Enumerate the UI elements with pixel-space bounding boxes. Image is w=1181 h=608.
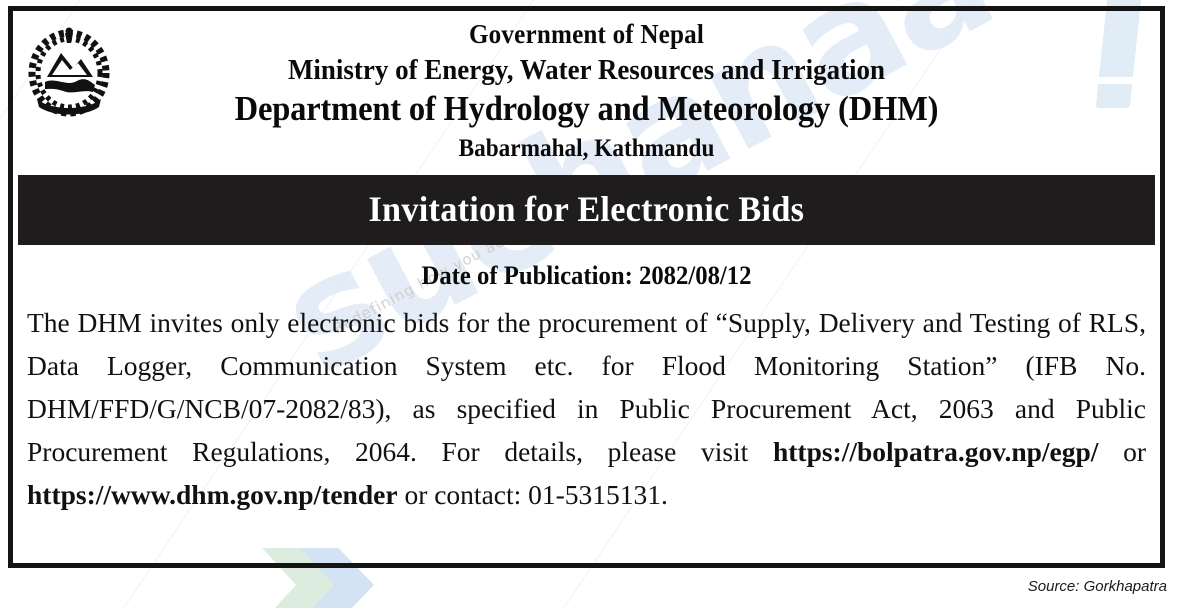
government-line: Government of Nepal bbox=[468, 19, 705, 49]
tender-notice-box: Government of Nepal Ministry of Energy, … bbox=[8, 6, 1165, 568]
notice-conjunction: or bbox=[1098, 436, 1146, 468]
address-line: Babarmahal, Kathmandu bbox=[458, 134, 715, 162]
publication-date: Date of Publication: 2082/08/12 bbox=[421, 261, 752, 291]
banner-title: Invitation for Electronic Bids bbox=[368, 189, 805, 230]
notice-body-paragraph: The DHM invites only electronic bids for… bbox=[27, 301, 1146, 516]
ministry-line: Ministry of Energy, Water Resources and … bbox=[287, 53, 886, 86]
department-line: Department of Hydrology and Meteorology … bbox=[234, 88, 939, 128]
notice-header: Government of Nepal Ministry of Energy, … bbox=[13, 11, 1160, 169]
nepal-emblem-icon bbox=[21, 19, 117, 123]
invitation-banner: Invitation for Electronic Bids bbox=[18, 175, 1155, 246]
dhm-tender-url[interactable]: https://www.dhm.gov.np/tender bbox=[27, 479, 398, 511]
bolpatra-url[interactable]: https://bolpatra.gov.np/egp/ bbox=[772, 436, 1099, 468]
notice-text-part2: or contact: 01-5315131. bbox=[397, 479, 668, 511]
source-credit: Source: Gorkhapatra bbox=[1027, 578, 1167, 595]
header-text-block: Government of Nepal Ministry of Energy, … bbox=[13, 19, 1160, 163]
